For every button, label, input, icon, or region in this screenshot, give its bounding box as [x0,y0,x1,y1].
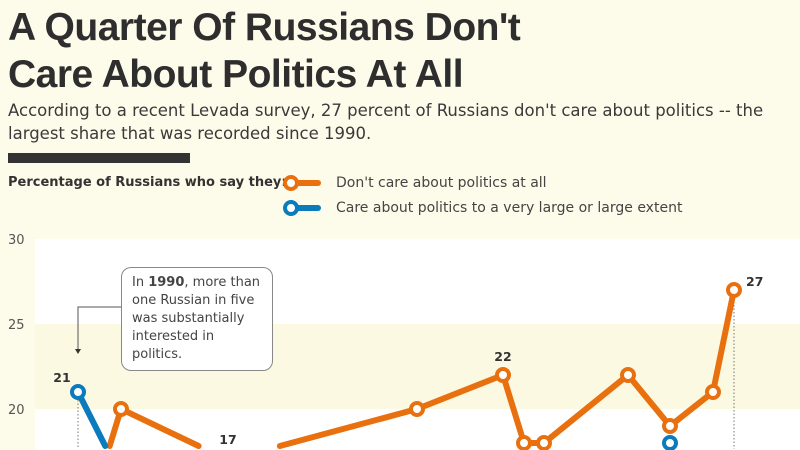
series-line [276,406,420,449]
data-point [726,282,742,298]
y-tick-label: 30 [8,233,25,248]
data-point [662,435,678,450]
title-line-1: A Quarter Of Russians Don't [8,6,521,49]
y-tick-label: 20 [8,403,25,418]
legend-orange-marker-icon [283,175,321,191]
annotation-callout: In 1990, more than one Russian in five w… [121,267,273,371]
subtitle: According to a recent Levada survey, 27 … [8,101,764,143]
series-line [414,372,506,412]
callout-year: 1990 [148,275,185,290]
callout-prefix: In [132,275,149,290]
data-point [662,418,678,434]
data-point [536,435,552,450]
series-line [541,372,631,446]
data-point [620,367,636,383]
data-point [409,401,425,417]
chart-title: A Quarter Of Russians Don't Care About Po… [8,4,521,98]
series-line [500,372,527,446]
legend-heading: Percentage of Russians who say they: [8,175,287,190]
legend-label: Care about politics to a very large or l… [336,200,683,216]
legend-blue-marker-icon [283,200,321,216]
title-line-2: Care About Politics At All [8,53,464,96]
data-point [705,384,721,400]
data-point [495,367,511,383]
series-line [118,406,202,449]
series-line [710,287,737,395]
data-label: 22 [494,349,511,364]
data-label: 21 [53,370,70,385]
data-point [113,401,129,417]
series-line [625,372,673,429]
data-point [70,384,86,400]
legend-item-care: Care about politics to a very large or l… [282,199,682,217]
arrow-head-icon [75,349,81,354]
legend-item-dont-care: Don't care about politics at all [282,174,547,192]
data-point [516,435,532,450]
callout-text: , more than one Russian in five was subs… [132,275,261,362]
data-label: 27 [746,274,763,289]
series-line [667,389,716,429]
data-label: 17 [219,432,236,447]
divider-bar [8,153,190,163]
legend-label: Don't care about politics at all [336,175,547,191]
callout-arrow [77,306,121,350]
y-tick-label: 25 [8,318,25,333]
series-line [75,389,109,449]
